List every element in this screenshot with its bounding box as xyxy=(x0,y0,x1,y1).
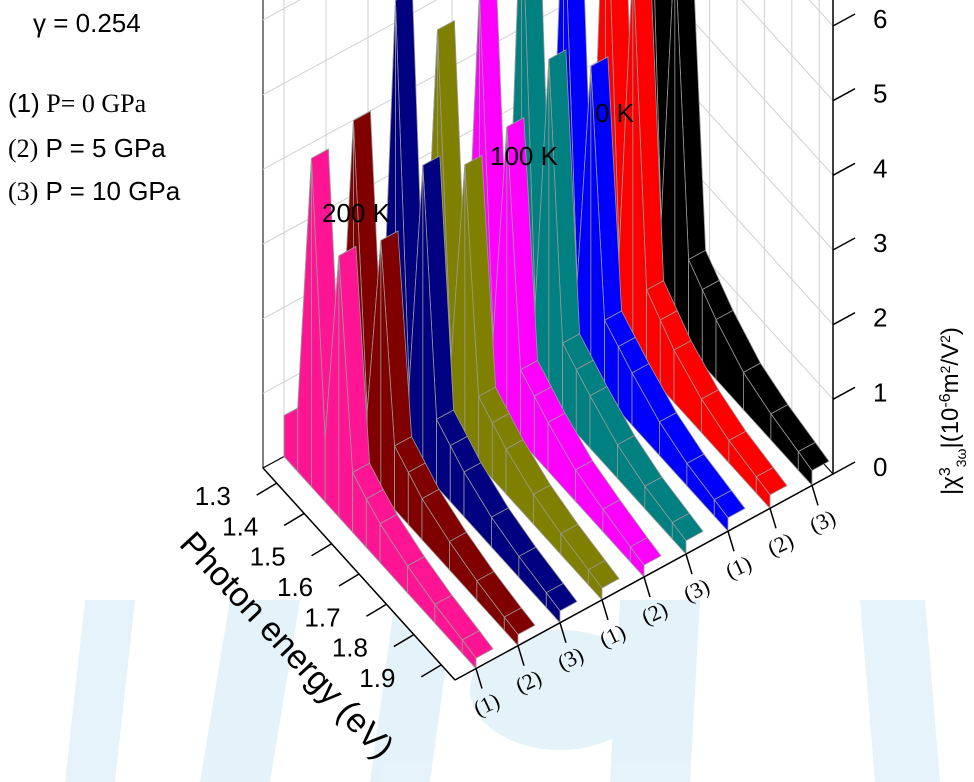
z-tick xyxy=(832,13,856,27)
z-tick-label: 5 xyxy=(873,79,887,109)
depth-tick xyxy=(475,668,483,689)
temp-label-200k: 200 K xyxy=(322,198,391,228)
legend-item-2: (2) P = 5 GPa xyxy=(8,133,166,163)
energy-tick-label: 1.8 xyxy=(332,633,368,663)
energy-tick-label: 1.6 xyxy=(277,572,313,602)
pressure-legend: (1) P= 0 GPa (2) P = 5 GPa (3) P = 10 GP… xyxy=(8,88,181,206)
z-tick xyxy=(832,312,856,326)
energy-tick xyxy=(311,543,332,557)
z-tick-label: 4 xyxy=(873,153,887,183)
z-tick xyxy=(832,162,856,176)
z-tick xyxy=(832,88,856,102)
energy-tick xyxy=(366,603,387,617)
energy-tick-label: 1.9 xyxy=(359,663,395,693)
ribbon-series xyxy=(367,0,578,624)
energy-tick-label: 1.3 xyxy=(195,481,231,511)
energy-tick-label: 1.5 xyxy=(250,542,286,572)
ribbons xyxy=(283,0,830,670)
z-tick xyxy=(832,386,856,400)
depth-tick xyxy=(769,508,777,529)
ribbon-series xyxy=(283,148,494,670)
z-tick-label: 2 xyxy=(873,303,887,333)
depth-tick xyxy=(685,553,693,575)
depth-tick-label: (3) xyxy=(806,504,840,538)
energy-tick xyxy=(283,512,305,527)
depth-tick xyxy=(727,531,735,552)
legend-item-1: (1) P= 0 GPa xyxy=(8,88,147,118)
ribbon-series xyxy=(451,0,662,579)
z-tick-label: 0 xyxy=(873,452,887,482)
depth-tick xyxy=(559,622,567,643)
energy-tick xyxy=(420,664,442,678)
depth-tick-label: (2) xyxy=(764,527,798,561)
energy-tick-label: 1.4 xyxy=(222,511,258,541)
legend-item-3: (3) P = 10 GPa xyxy=(8,176,181,206)
depth-tick-label: (1) xyxy=(722,550,756,584)
energy-tick xyxy=(393,633,415,648)
z-gridline xyxy=(262,0,834,176)
gamma-label: γ = 0.254 xyxy=(33,8,141,38)
z-gridline xyxy=(262,0,834,102)
depth-tick xyxy=(643,576,651,598)
energy-tick-label: 1.7 xyxy=(304,602,340,632)
z-tick xyxy=(832,237,856,251)
z-tick xyxy=(832,461,856,475)
depth-tick xyxy=(811,485,819,506)
depth-tick xyxy=(517,645,525,666)
z-tick-label: 1 xyxy=(873,377,887,407)
z-tick-label: 6 xyxy=(873,4,887,34)
z-axis-label: |χ33ω|(10-6m2/V2) xyxy=(937,327,970,495)
depth-tick xyxy=(601,599,609,621)
temp-label-100k: 100 K xyxy=(490,141,559,171)
temp-label-0k: 0 K xyxy=(595,98,635,128)
watermark xyxy=(65,600,940,782)
energy-tick xyxy=(338,573,360,587)
z-tick-label: 3 xyxy=(873,228,887,258)
energy-tick xyxy=(256,482,278,496)
